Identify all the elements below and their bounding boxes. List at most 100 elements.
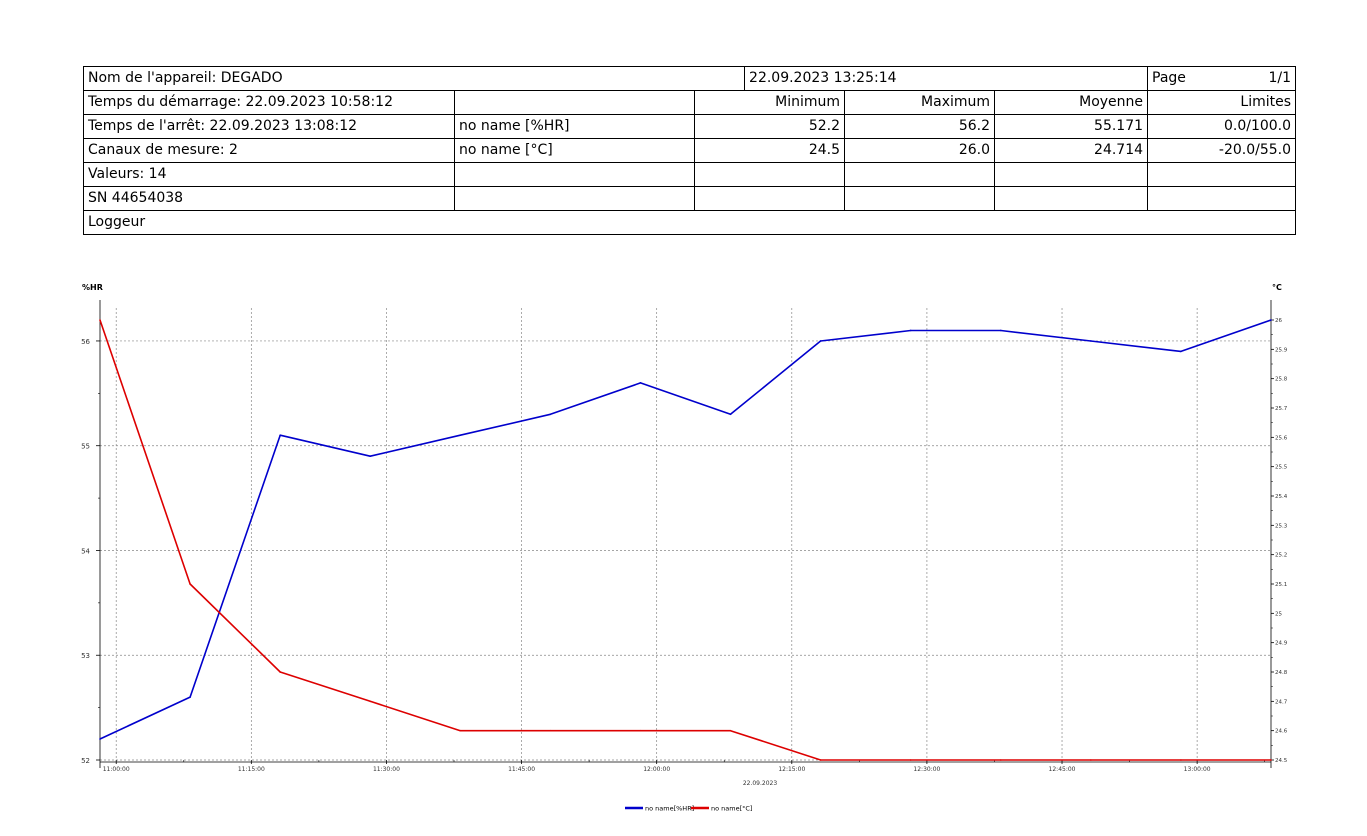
serial-row: SN 44654038 — [83, 186, 1297, 211]
legend-label: no name[°C] — [711, 805, 752, 813]
x-tick-label: 11:45:00 — [508, 766, 535, 773]
empty-cell — [994, 162, 1149, 187]
values-count: Valeurs: 14 — [83, 162, 455, 187]
channel-min: 52.2 — [693, 114, 846, 139]
page-indicator: Page 1/1 — [1147, 66, 1297, 91]
channel-row-temp: Canaux de mesure: 2 no name [°C] 24.5 26… — [83, 138, 1297, 163]
x-tick-label: 11:00:00 — [103, 766, 130, 773]
col-average: Moyenne — [994, 90, 1149, 115]
channel-min: 24.5 — [693, 138, 846, 163]
empty-cell — [844, 186, 996, 211]
data-point — [1180, 759, 1182, 761]
channel-row-hr: Temps de l'arrêt: 22.09.2023 13:08:12 no… — [83, 114, 1297, 139]
logger-row: Loggeur — [82, 210, 1297, 235]
empty-cell — [693, 162, 846, 187]
legend: no name[%HR] no name[°C] — [625, 805, 752, 813]
y-left-tick-label: 52 — [81, 757, 90, 765]
channel-limits: 0.0/100.0 — [1147, 114, 1297, 139]
empty-cell — [454, 90, 695, 115]
stop-time: Temps de l'arrêt: 22.09.2023 13:08:12 — [83, 114, 455, 139]
start-time: Temps du démarrage: 22.09.2023 10:58:12 — [83, 90, 455, 115]
serial-number: SN 44654038 — [83, 186, 455, 211]
data-point — [729, 413, 732, 416]
legend-label: no name[%HR] — [645, 805, 694, 813]
data-point — [189, 696, 191, 698]
data-point — [369, 455, 372, 457]
y-left-tick-label: 55 — [81, 443, 90, 451]
values-row: Valeurs: 14 — [83, 162, 1297, 187]
empty-cell — [1147, 162, 1297, 187]
y-right-tick-label: 24.5 — [1275, 758, 1288, 764]
data-point — [369, 700, 372, 703]
x-tick-label: 11:30:00 — [373, 766, 400, 773]
logger-label: Loggeur — [82, 210, 1297, 235]
x-tick-label: 12:30:00 — [913, 766, 940, 773]
x-tick-label: 12:15:00 — [778, 766, 805, 773]
channel-max: 26.0 — [844, 138, 996, 163]
data-point — [459, 434, 462, 437]
line-chart: 52 53 54 55 56 11:00:00 11:15:00 11:30:00 11:45:… — [81, 283, 1288, 813]
channel-count: Canaux de mesure: 2 — [83, 138, 455, 163]
y-right-tick-label: 24.8 — [1275, 670, 1288, 676]
axes: 52 53 54 55 56 11:00:00 11:15:00 11:30:00 11:45:… — [81, 283, 1288, 787]
empty-cell — [994, 186, 1149, 211]
data-point — [189, 583, 191, 585]
y-right-tick-label: 25.9 — [1275, 347, 1288, 353]
channel-avg: 55.171 — [994, 114, 1149, 139]
header-row-1: Nom de l'appareil: DEGADO 22.09.2023 13:… — [82, 66, 1297, 91]
y-left-tick-label: 54 — [81, 547, 90, 555]
empty-cell — [1147, 186, 1297, 211]
y-right-tick-label: 25 — [1275, 611, 1282, 617]
data-point — [1090, 340, 1092, 342]
col-minimum: Minimum — [693, 90, 846, 115]
y-right-tick-label: 25.4 — [1275, 494, 1288, 500]
y-right-axis-title: °C — [1272, 283, 1282, 292]
y-right-tick-label: 25.6 — [1275, 435, 1288, 441]
x-tick-label: 13:00:00 — [1184, 766, 1211, 773]
data-point — [1270, 759, 1272, 761]
y-right-tick-label: 25.1 — [1275, 582, 1287, 588]
page-value: 1/1 — [1268, 70, 1292, 86]
y-right-tick-label: 25.7 — [1275, 406, 1288, 412]
data-point — [999, 759, 1002, 761]
empty-cell — [844, 162, 996, 187]
y-right-tick-label: 24.9 — [1275, 641, 1288, 647]
data-point — [1270, 319, 1272, 321]
x-tick-label: 11:15:00 — [238, 766, 265, 773]
printed-timestamp: 22.09.2023 13:25:14 — [744, 66, 1149, 91]
data-point — [909, 329, 912, 332]
x-tick-label: 12:00:00 — [643, 766, 670, 773]
series — [99, 319, 1272, 761]
y-right-tick-label: 26 — [1275, 318, 1282, 324]
page-label: Page — [1152, 70, 1186, 86]
x-tick-label: 12:45:00 — [1049, 766, 1076, 773]
channel-max: 56.2 — [844, 114, 996, 139]
data-point — [279, 434, 281, 437]
data-point — [819, 759, 822, 761]
y-right-tick-label: 24.6 — [1275, 729, 1288, 735]
y-left-axis-title: %HR — [82, 283, 103, 292]
data-point — [639, 382, 642, 384]
data-point — [279, 671, 281, 673]
series-line-humidity — [99, 319, 1272, 740]
col-maximum: Maximum — [844, 90, 996, 115]
device-name: Nom de l'appareil: DEGADO — [82, 66, 746, 91]
report-summary-table: Nom de l'appareil: DEGADO 22.09.2023 13:… — [82, 66, 1297, 235]
data-point — [1090, 759, 1092, 761]
data-point — [999, 329, 1002, 332]
data-point — [549, 413, 552, 416]
y-right-tick-label: 25.8 — [1275, 377, 1288, 383]
y-right-tick-label: 24.7 — [1275, 699, 1288, 705]
data-point — [1180, 350, 1182, 353]
y-right-tick-label: 25.5 — [1275, 465, 1288, 471]
empty-cell — [693, 186, 846, 211]
channel-name: no name [%HR] — [454, 114, 695, 139]
y-left-tick-label: 56 — [81, 338, 90, 346]
data-point — [459, 729, 462, 732]
series-line-temperature — [99, 319, 1271, 761]
data-point — [639, 729, 642, 732]
y-left-tick-label: 53 — [81, 652, 90, 660]
data-point — [729, 729, 732, 732]
channel-limits: -20.0/55.0 — [1147, 138, 1297, 163]
empty-cell — [454, 162, 695, 187]
